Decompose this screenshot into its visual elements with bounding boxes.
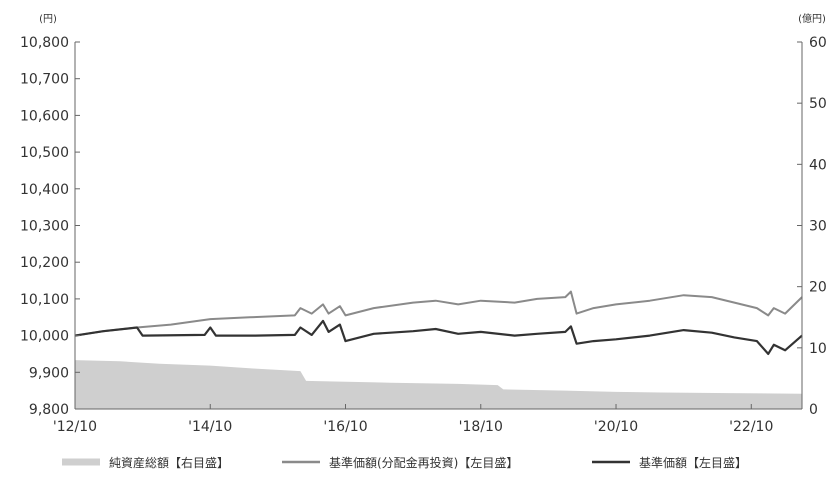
legend-label: 純資産総額【右目盛】 [109,455,229,470]
left-tick-label: 10,000 [20,329,69,345]
right-tick-label: 50 [809,96,827,112]
series-area-net-assets [75,360,802,409]
x-tick-label: '12/10 [53,419,97,435]
left-tick-label: 10,600 [20,108,69,124]
left-tick-label: 10,500 [20,145,69,161]
right-tick-label: 0 [809,402,818,418]
x-tick-label: '16/10 [323,419,367,435]
left-tick-label: 10,200 [20,255,69,271]
left-tick-label: 10,100 [20,292,69,308]
left-tick-label: 10,700 [20,72,69,88]
left-tick-label: 9,800 [29,402,69,418]
right-tick-label: 60 [809,35,827,51]
series-line-nav-reinvested [74,290,803,337]
right-axis-unit: (億円) [798,12,826,25]
left-tick-label: 9,900 [29,365,69,381]
left-axis-unit: (円) [39,14,57,25]
right-tick-label: 20 [809,280,827,296]
left-tick-label: 10,400 [20,182,69,198]
x-tick-label: '14/10 [188,419,232,435]
x-tick-label: '20/10 [594,419,638,435]
x-tick-label: '18/10 [459,419,503,435]
right-tick-label: 40 [809,157,827,173]
series-line-nav [74,319,803,355]
legend-label: 基準価額(分配金再投資)【左目盛】 [329,455,518,470]
right-tick-label: 30 [809,219,827,235]
legend-label: 基準価額【左目盛】 [639,455,747,470]
x-tick-label: '22/10 [729,419,773,435]
right-tick-label: 10 [809,341,827,357]
left-tick-label: 10,300 [20,219,69,235]
left-tick-label: 10,800 [20,35,69,51]
